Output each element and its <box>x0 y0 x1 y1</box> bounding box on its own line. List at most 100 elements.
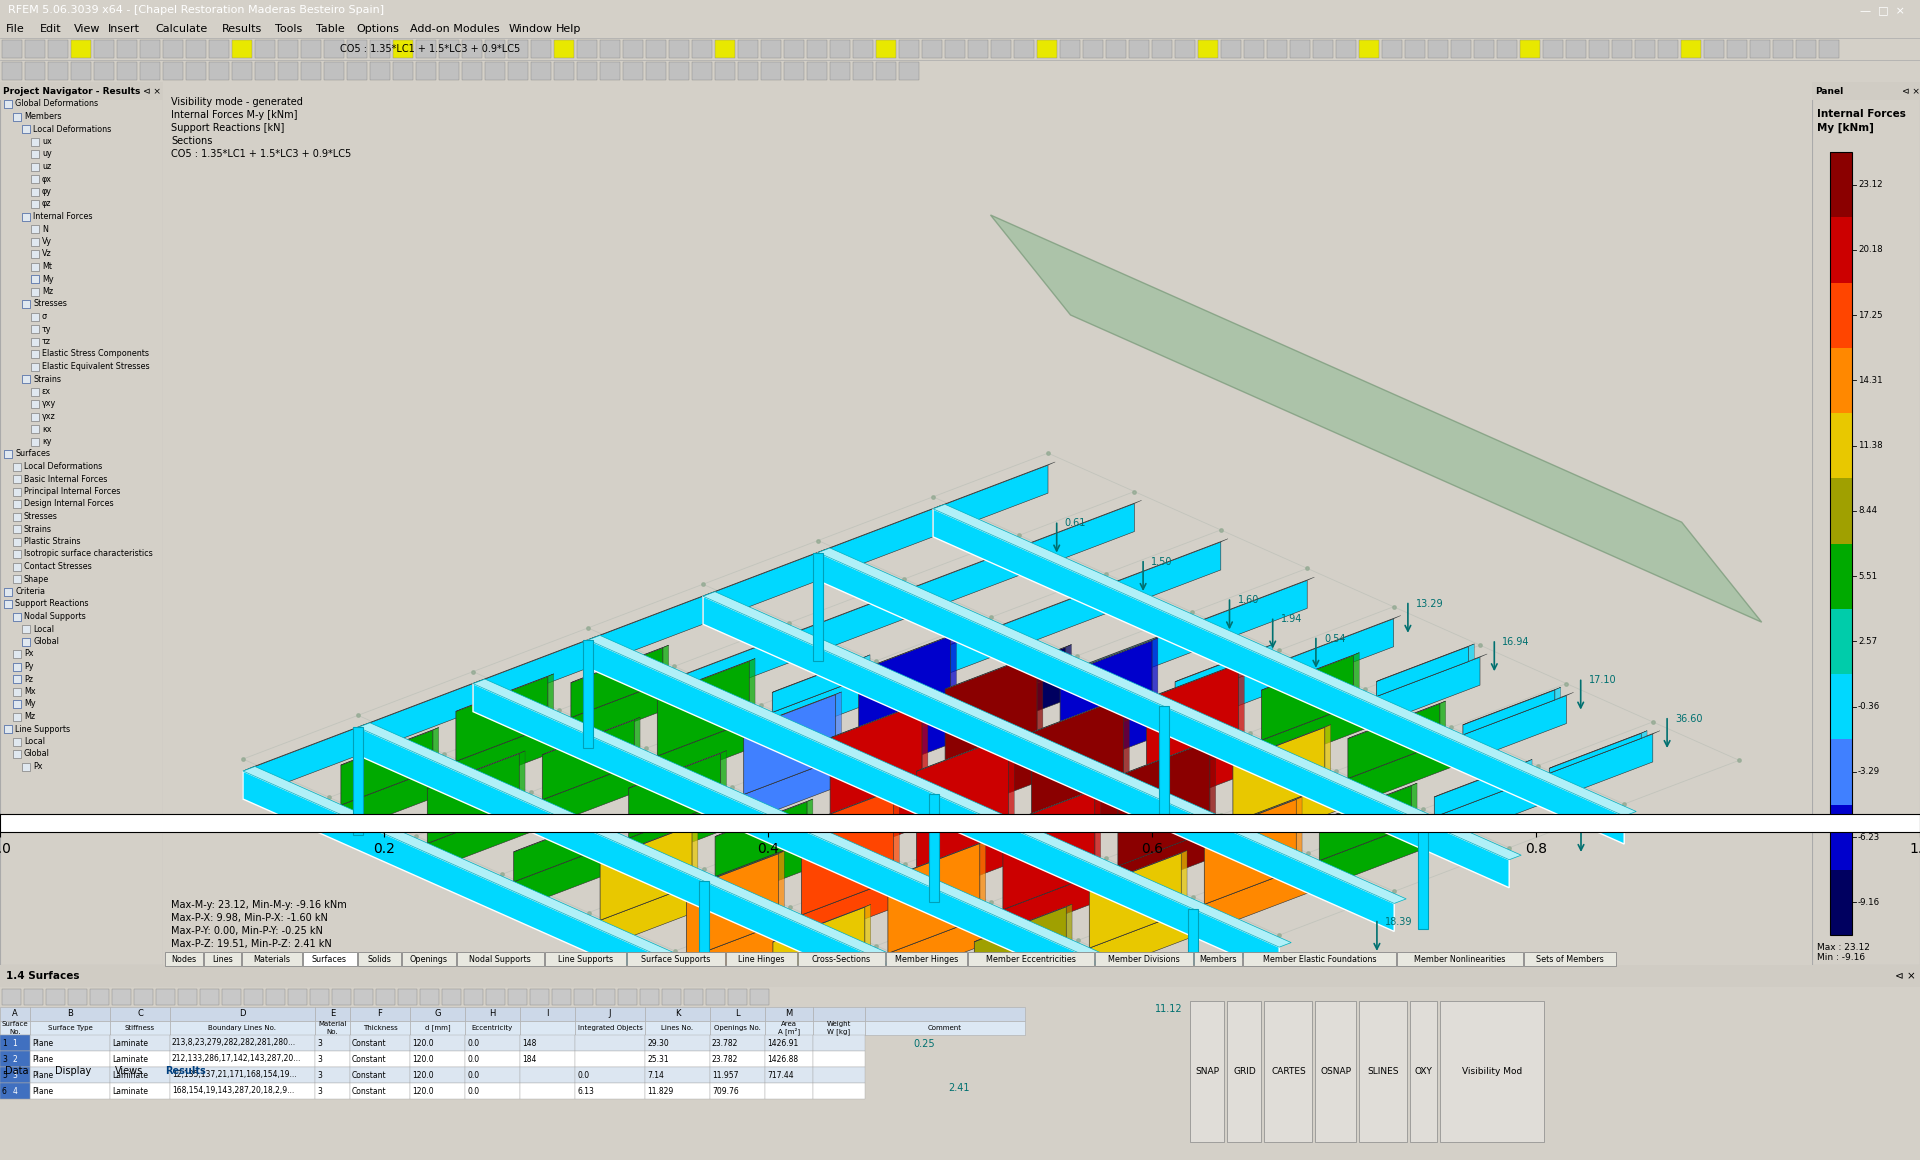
Bar <box>1818 39 1839 58</box>
Bar <box>171 1035 315 1051</box>
Polygon shape <box>1233 727 1325 822</box>
Polygon shape <box>801 788 899 825</box>
Text: uz: uz <box>42 162 52 171</box>
Bar <box>728 989 747 1005</box>
Text: Member Divisions: Member Divisions <box>1108 955 1179 964</box>
Bar <box>301 39 321 58</box>
Bar <box>710 1051 764 1067</box>
Bar <box>13 575 21 583</box>
Bar <box>1417 821 1428 929</box>
Bar <box>1411 1001 1438 1143</box>
Polygon shape <box>933 465 1048 537</box>
Bar <box>465 1035 520 1051</box>
Text: Eccentricity: Eccentricity <box>472 1025 513 1031</box>
Polygon shape <box>774 905 870 942</box>
Text: 5: 5 <box>2 1071 8 1080</box>
Polygon shape <box>760 673 876 745</box>
Bar <box>1405 39 1425 58</box>
Bar <box>31 225 38 233</box>
Bar <box>13 563 21 571</box>
Bar <box>31 437 38 445</box>
Polygon shape <box>1549 733 1642 774</box>
Bar <box>48 61 67 80</box>
Polygon shape <box>801 790 893 915</box>
Text: CO5 : 1.35*LC1 + 1.5*LC3 + 0.9*LC5: CO5 : 1.35*LC1 + 1.5*LC3 + 0.9*LC5 <box>171 148 351 159</box>
Polygon shape <box>1060 638 1158 675</box>
Bar <box>509 39 528 58</box>
Polygon shape <box>1452 693 1574 739</box>
Bar <box>4 600 12 608</box>
Text: Thickness: Thickness <box>363 1025 397 1031</box>
Text: Nodal Supports: Nodal Supports <box>468 955 530 964</box>
FancyBboxPatch shape <box>1094 952 1192 966</box>
Polygon shape <box>1296 797 1302 869</box>
Bar <box>463 61 482 80</box>
Polygon shape <box>1060 640 1152 746</box>
Text: Global Deformations: Global Deformations <box>15 100 98 109</box>
Polygon shape <box>933 462 1056 509</box>
Bar <box>109 1083 171 1099</box>
Text: Stresses: Stresses <box>33 299 67 309</box>
Polygon shape <box>1440 701 1446 744</box>
Polygon shape <box>417 804 530 876</box>
Bar <box>463 39 482 58</box>
Polygon shape <box>1175 644 1273 682</box>
Bar <box>852 61 874 80</box>
Bar <box>1830 609 1853 674</box>
Bar <box>0 1083 31 1099</box>
Bar <box>465 1051 520 1067</box>
Text: 19.51: 19.51 <box>1590 818 1617 828</box>
Bar <box>662 989 682 1005</box>
Text: uy: uy <box>42 150 52 159</box>
Polygon shape <box>342 730 432 805</box>
Text: 1426.88: 1426.88 <box>766 1054 799 1064</box>
Text: 11.829: 11.829 <box>647 1087 674 1095</box>
Text: My: My <box>42 275 54 283</box>
Bar <box>1267 39 1286 58</box>
Polygon shape <box>1336 739 1452 811</box>
Bar <box>371 39 390 58</box>
Bar <box>13 463 21 471</box>
Bar <box>486 39 505 58</box>
Polygon shape <box>1325 725 1331 788</box>
Bar <box>209 39 228 58</box>
Bar <box>1158 706 1169 814</box>
Bar <box>852 39 874 58</box>
Text: 1.60: 1.60 <box>1238 595 1260 606</box>
FancyBboxPatch shape <box>1194 952 1242 966</box>
Bar <box>812 552 824 660</box>
Bar <box>555 61 574 80</box>
Bar <box>0 1035 31 1051</box>
Bar <box>417 61 436 80</box>
Polygon shape <box>950 633 956 716</box>
Bar <box>315 1021 349 1035</box>
Bar <box>1227 1001 1261 1143</box>
Bar <box>31 1021 109 1035</box>
Bar <box>1521 39 1540 58</box>
Text: 11.38: 11.38 <box>1859 441 1884 450</box>
Text: Table: Table <box>315 24 344 34</box>
Bar <box>163 61 182 80</box>
Bar <box>707 989 726 1005</box>
Text: 23.782: 23.782 <box>712 1038 739 1047</box>
Bar <box>465 1083 520 1099</box>
Polygon shape <box>1192 578 1315 624</box>
Polygon shape <box>616 796 739 842</box>
Polygon shape <box>762 958 876 1029</box>
Text: Cross-Sections: Cross-Sections <box>812 955 870 964</box>
Bar <box>584 640 593 748</box>
Bar <box>509 61 528 80</box>
Bar <box>13 487 21 495</box>
Bar <box>71 61 90 80</box>
Bar <box>599 39 620 58</box>
Text: Lines No.: Lines No. <box>660 1025 693 1031</box>
Polygon shape <box>720 751 726 803</box>
Text: ⊲ ×: ⊲ × <box>1903 87 1920 95</box>
Text: Stresses: Stresses <box>23 512 58 521</box>
Text: Pz: Pz <box>23 674 33 683</box>
Polygon shape <box>588 593 710 640</box>
Bar <box>13 612 21 621</box>
Bar <box>171 1007 315 1021</box>
Bar <box>532 39 551 58</box>
Bar <box>710 1083 764 1099</box>
